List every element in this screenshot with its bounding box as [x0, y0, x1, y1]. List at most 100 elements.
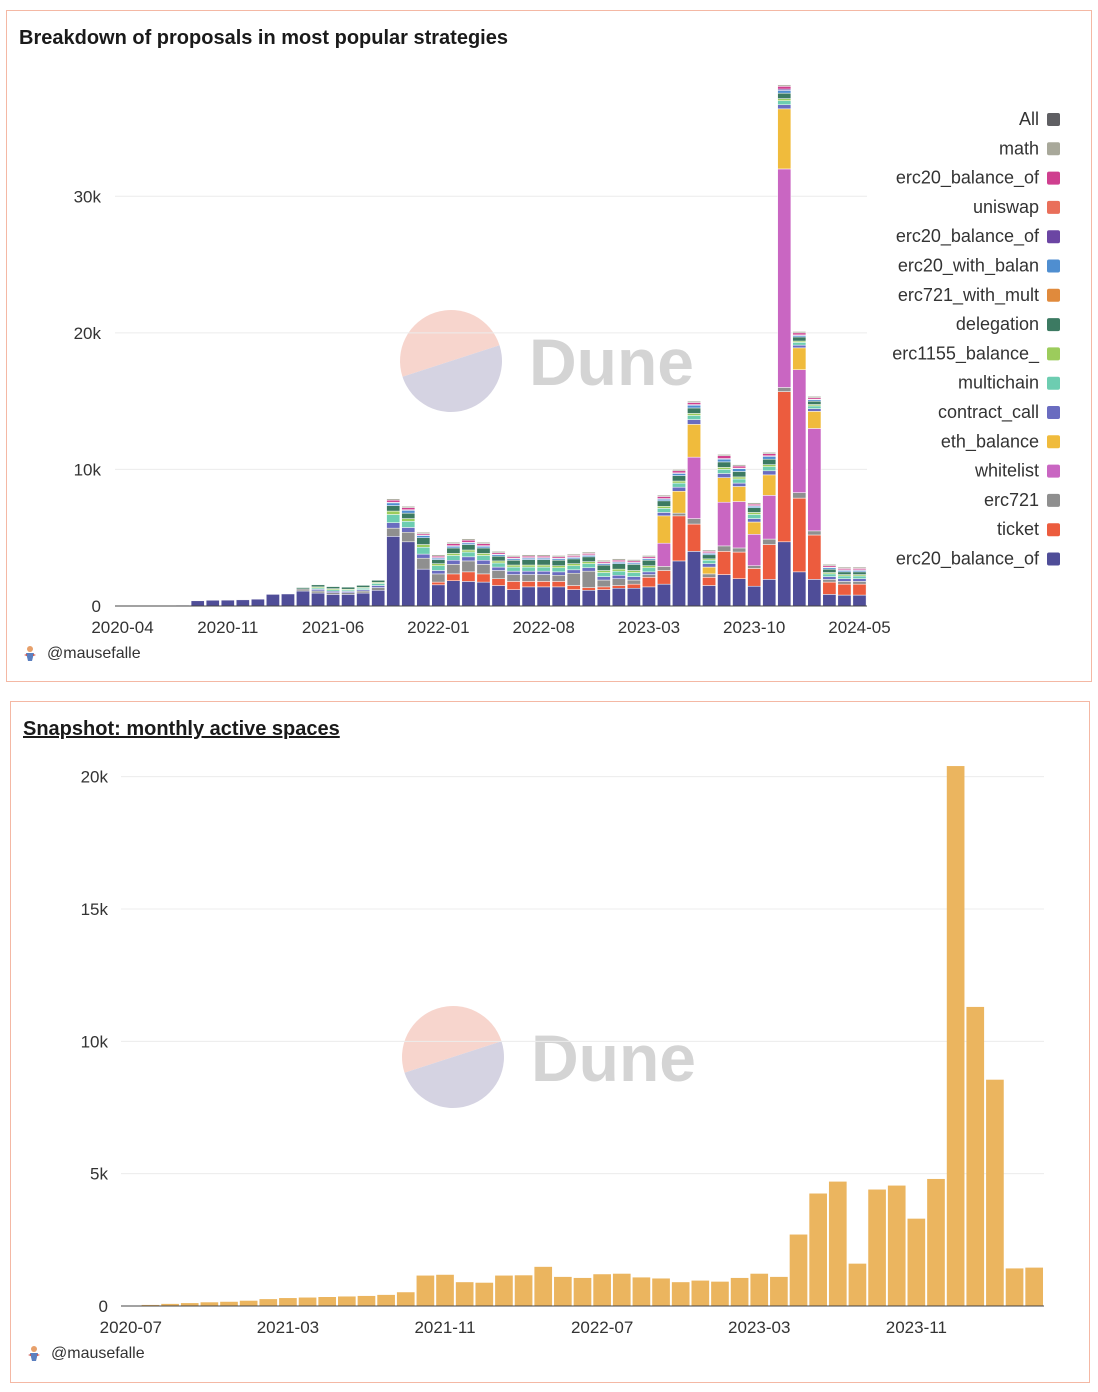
bar[interactable]	[632, 1277, 651, 1306]
bar-segment[interactable]	[356, 585, 371, 588]
bar-segment[interactable]	[837, 594, 852, 607]
bar-segment[interactable]	[536, 564, 551, 568]
bar-segment[interactable]	[807, 428, 822, 532]
bar-segment[interactable]	[852, 575, 867, 579]
bar-segment[interactable]	[777, 92, 792, 99]
bar-segment[interactable]	[506, 564, 521, 568]
bar[interactable]	[612, 1273, 631, 1306]
bar-segment[interactable]	[732, 476, 747, 480]
bar-segment[interactable]	[596, 576, 611, 581]
bar-segment[interactable]	[506, 581, 521, 590]
bar-segment[interactable]	[852, 578, 867, 582]
bar-segment[interactable]	[657, 494, 671, 497]
bar-segment[interactable]	[566, 563, 581, 566]
bar-segment[interactable]	[521, 566, 536, 572]
bar-segment[interactable]	[762, 458, 777, 465]
bar-segment[interactable]	[672, 515, 686, 562]
bar[interactable]	[711, 1281, 729, 1306]
bar-segment[interactable]	[732, 465, 747, 469]
bar-segment[interactable]	[657, 498, 671, 502]
bar-segment[interactable]	[732, 578, 747, 607]
bar-segment[interactable]	[581, 567, 596, 572]
bar-segment[interactable]	[852, 594, 867, 607]
bar[interactable]	[141, 1304, 160, 1306]
bar-segment[interactable]	[747, 507, 762, 513]
bar-segment[interactable]	[386, 498, 401, 501]
bar-segment[interactable]	[446, 564, 461, 575]
bar[interactable]	[750, 1273, 769, 1306]
bar-segment[interactable]	[491, 562, 506, 568]
bar-segment[interactable]	[491, 578, 506, 586]
bar-segment[interactable]	[446, 546, 461, 549]
bar[interactable]	[318, 1297, 337, 1306]
author-credit[interactable]: @mausefalle	[21, 645, 141, 663]
bar-segment[interactable]	[822, 576, 837, 580]
bar-segment[interactable]	[687, 415, 701, 420]
bar-segment[interactable]	[717, 467, 731, 470]
bar-segment[interactable]	[566, 585, 581, 590]
bar-segment[interactable]	[311, 592, 325, 607]
bar-segment[interactable]	[536, 586, 551, 607]
bar-segment[interactable]	[687, 551, 701, 607]
bar-segment[interactable]	[642, 565, 656, 569]
bar-segment[interactable]	[611, 578, 626, 586]
bar-segment[interactable]	[581, 590, 596, 607]
bar-segment[interactable]	[461, 551, 476, 558]
bar-segment[interactable]	[627, 570, 641, 573]
bar-segment[interactable]	[777, 387, 792, 392]
bar-segment[interactable]	[627, 583, 641, 589]
bar[interactable]	[259, 1299, 278, 1306]
bar-segment[interactable]	[762, 464, 777, 467]
bar-segment[interactable]	[401, 512, 416, 519]
bar[interactable]	[887, 1185, 906, 1306]
bar-segment[interactable]	[386, 514, 401, 523]
bar-segment[interactable]	[476, 555, 491, 561]
bar-segment[interactable]	[807, 405, 822, 409]
bar-segment[interactable]	[461, 538, 476, 541]
bar-segment[interactable]	[642, 555, 656, 558]
bar-segment[interactable]	[642, 574, 656, 578]
bar-segment[interactable]	[687, 404, 701, 409]
bar-segment[interactable]	[401, 518, 416, 522]
bar-segment[interactable]	[762, 453, 777, 457]
bar-segment[interactable]	[687, 424, 701, 458]
bar-segment[interactable]	[777, 84, 792, 87]
bar-segment[interactable]	[401, 521, 416, 528]
bar-segment[interactable]	[251, 598, 265, 607]
bar-segment[interactable]	[822, 568, 837, 573]
bar-segment[interactable]	[627, 564, 641, 571]
bar-segment[interactable]	[627, 587, 641, 607]
bar-segment[interactable]	[476, 564, 491, 575]
bar-segment[interactable]	[837, 566, 852, 569]
bar-segment[interactable]	[762, 474, 777, 496]
bar-segment[interactable]	[717, 501, 731, 547]
bar-segment[interactable]	[431, 581, 446, 586]
bar-segment[interactable]	[687, 523, 701, 552]
bar-segment[interactable]	[596, 570, 611, 573]
bar-segment[interactable]	[852, 566, 867, 569]
legend-item-whitelist[interactable]: whitelist	[974, 461, 1060, 481]
bar-segment[interactable]	[506, 566, 521, 572]
bar-segment[interactable]	[551, 575, 566, 582]
bar-segment[interactable]	[461, 556, 476, 562]
bar-segment[interactable]	[717, 477, 731, 503]
bar-segment[interactable]	[822, 581, 837, 595]
bar-segment[interactable]	[521, 559, 536, 566]
bar-segment[interactable]	[235, 599, 250, 607]
bar-segment[interactable]	[491, 560, 506, 564]
bar[interactable]	[966, 1006, 985, 1306]
bar-segment[interactable]	[717, 551, 731, 575]
bar[interactable]	[357, 1295, 376, 1306]
bar-segment[interactable]	[627, 576, 641, 581]
bar-segment[interactable]	[190, 600, 205, 607]
bar-segment[interactable]	[762, 495, 777, 540]
bar[interactable]	[1025, 1267, 1044, 1306]
bar-segment[interactable]	[371, 590, 386, 607]
bar-segment[interactable]	[642, 560, 656, 566]
bar-segment[interactable]	[777, 104, 792, 110]
bar[interactable]	[946, 766, 965, 1306]
bar-segment[interactable]	[642, 571, 656, 575]
bar-segment[interactable]	[837, 575, 852, 579]
bar-segment[interactable]	[596, 564, 611, 571]
bar-segment[interactable]	[717, 455, 731, 459]
